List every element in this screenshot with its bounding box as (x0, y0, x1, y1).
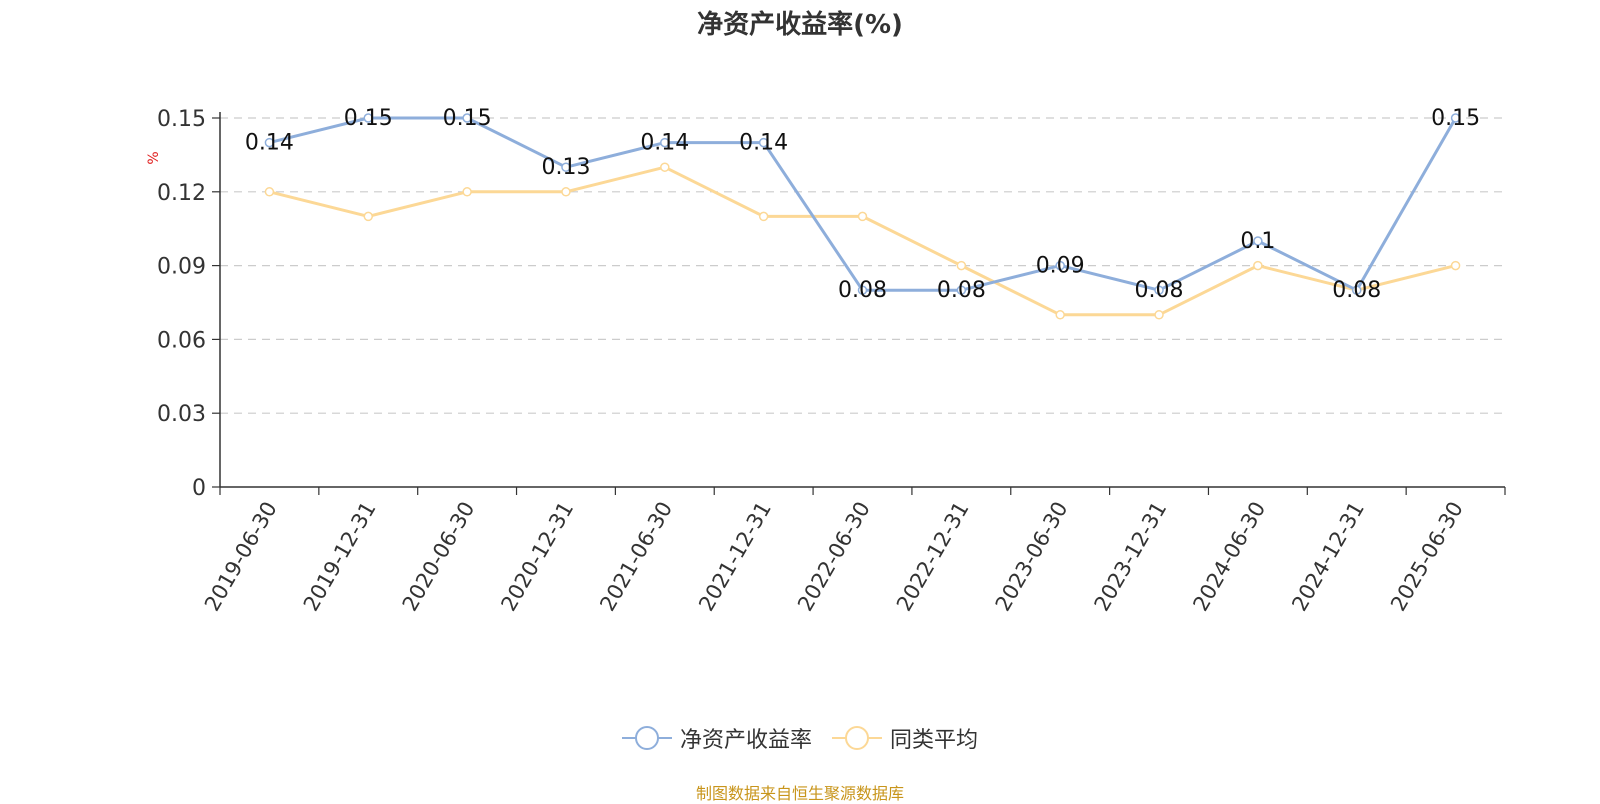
chart-title: 净资产收益率(%) (697, 10, 903, 40)
x-tick-label: 2021-12-31 (694, 498, 776, 616)
data-point[interactable] (363, 113, 374, 123)
data-point[interactable] (1351, 285, 1362, 295)
data-point[interactable] (264, 187, 275, 197)
x-tick-label: 2022-06-30 (793, 498, 875, 616)
legend-label-roe: 净资产收益率 (679, 728, 812, 753)
data-point[interactable] (1253, 236, 1263, 246)
data-label: 0.15 (1431, 106, 1480, 131)
y-axis-label: % (146, 151, 162, 164)
data-point[interactable] (758, 211, 769, 222)
legend-marker-roe (621, 723, 672, 753)
data-point[interactable] (1450, 260, 1461, 271)
y-tick-label: 0.06 (157, 328, 206, 353)
x-tick-label: 2020-12-31 (496, 498, 578, 616)
data-point[interactable] (857, 285, 868, 295)
data-label: 0.14 (245, 131, 294, 156)
data-label: 0.08 (838, 278, 887, 303)
data-point[interactable] (1253, 260, 1263, 271)
x-tick-label: 2020-06-30 (398, 497, 480, 615)
legend-marker-peer-average (832, 723, 882, 753)
data-point[interactable] (1450, 113, 1461, 123)
y-tick-label: 0.09 (157, 255, 206, 280)
data-point[interactable] (1154, 310, 1164, 320)
x-tick-label: 2023-06-30 (991, 498, 1073, 616)
x-tick-label: 2024-06-30 (1188, 498, 1270, 616)
x-tick-label: 2023-12-31 (1090, 498, 1172, 616)
y-tick-label: 0.03 (157, 402, 206, 427)
data-point[interactable] (462, 187, 472, 197)
x-tick-label: 2022-12-31 (892, 498, 974, 616)
data-point[interactable] (1154, 285, 1164, 295)
data-point[interactable] (660, 137, 670, 148)
data-label: 0.08 (937, 278, 986, 303)
legend-item-roe[interactable]: 净资产收益率 (621, 722, 812, 754)
data-point[interactable] (1055, 310, 1065, 320)
data-point[interactable] (264, 137, 275, 148)
data-point[interactable] (462, 113, 472, 123)
legend-label-peer-average: 同类平均 (890, 728, 979, 753)
source-note: 制图数据来自恒生聚源数据库 (695, 784, 904, 803)
data-point[interactable] (1055, 260, 1065, 271)
x-tick-label: 2021-06-30 (595, 498, 677, 616)
data-point[interactable] (660, 162, 670, 172)
data-label: 0.08 (1332, 278, 1381, 303)
data-label: 0.14 (640, 131, 689, 156)
line-chart: 0 0.03 0.06 0.09 0.12 0.15% 2019-06-30 2019-12-… (146, 106, 1506, 616)
data-point[interactable] (956, 285, 967, 295)
y-tick-label: 0.15 (157, 107, 206, 132)
x-tick-label: 2019-12-31 (299, 498, 381, 616)
data-label: 0.14 (739, 131, 788, 156)
data-point[interactable] (758, 137, 769, 148)
x-tick-label: 2019-06-30 (200, 498, 282, 616)
data-label: 0.08 (1135, 278, 1184, 303)
data-label: 0.15 (344, 106, 393, 131)
x-tick-label: 2025-06-30 (1386, 498, 1468, 616)
x-tick-label: 2024-12-31 (1287, 498, 1369, 616)
data-label: 0.15 (443, 106, 492, 131)
y-tick-label: 0.12 (157, 181, 206, 206)
data-label: 0.1 (1240, 229, 1275, 254)
data-label: 0.13 (541, 155, 590, 180)
data-point[interactable] (561, 162, 571, 172)
legend-item-peer-average[interactable]: 同类平均 (832, 722, 978, 754)
series-line-roe (269, 116, 1457, 292)
data-point[interactable] (857, 211, 868, 222)
data-point[interactable] (956, 260, 967, 271)
y-tick-label: 0 (192, 476, 206, 501)
data-point[interactable] (363, 211, 374, 222)
data-point[interactable] (561, 187, 571, 197)
legend[interactable]: 净资产收益率 同类平均 (0, 722, 1600, 754)
data-label: 0.09 (1036, 254, 1085, 279)
